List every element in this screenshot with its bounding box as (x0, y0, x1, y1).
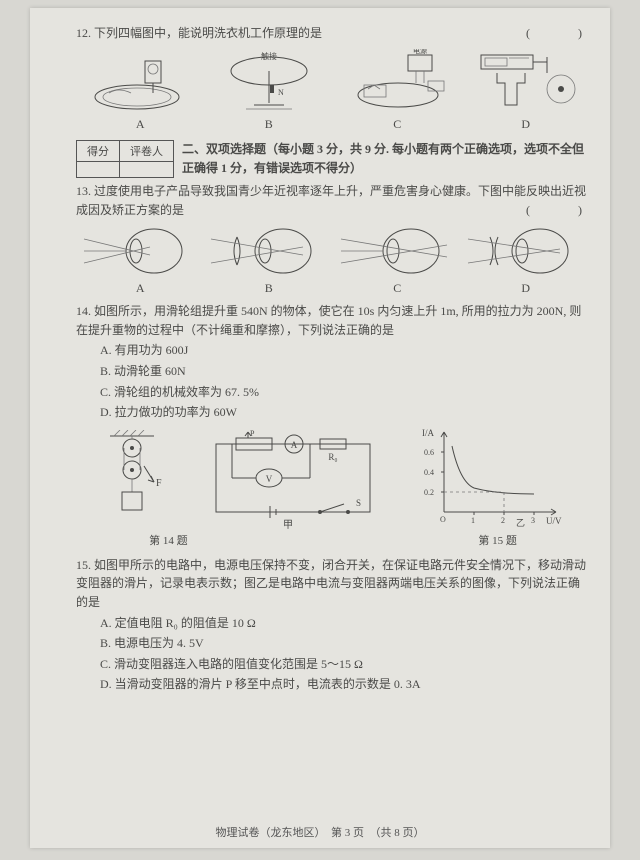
q12-label-b: B (214, 117, 324, 132)
q15-circuit-icon: P A R₀ V S 甲 (198, 430, 388, 530)
q15-opt-b: B. 电源电压为 4. 5V (76, 634, 590, 653)
svg-text:V: V (266, 474, 273, 484)
q14-opt-d: D. 拉力做功的功率为 60W (76, 403, 590, 422)
svg-text:1: 1 (471, 516, 475, 525)
q13-figures (76, 223, 590, 279)
svg-text:P: P (250, 430, 255, 438)
svg-text:触接: 触接 (261, 51, 277, 61)
svg-text:I/A: I/A (422, 428, 434, 438)
svg-text:R₀: R₀ (328, 452, 337, 462)
q13-fig-d (464, 223, 588, 279)
q14-pulley-icon: F (100, 430, 170, 530)
q12-fig-d (467, 47, 585, 115)
q13-text: 13. 过度使用电子产品导致我国青少年近视率逐年上升，严重危害身心健康。下图中能… (76, 184, 586, 217)
svg-text:0.2: 0.2 (424, 488, 434, 497)
score-table: 得分 评卷人 (76, 140, 174, 178)
svg-text:0.4: 0.4 (424, 468, 434, 477)
svg-text:S: S (356, 498, 361, 508)
q12-label-a: A (85, 117, 195, 132)
q14-opt-b: B. 动滑轮重 60N (76, 362, 590, 381)
svg-text:3: 3 (531, 516, 535, 525)
svg-text:0.6: 0.6 (424, 448, 434, 457)
q12-label-c: C (342, 117, 452, 132)
q13-stem: 13. 过度使用电子产品导致我国青少年近视率逐年上升，严重危害身心健康。下图中能… (76, 182, 590, 219)
q14-q15-figures: F P A R₀ V (86, 426, 580, 530)
q13-paren: ( ) (526, 201, 590, 220)
svg-text:A: A (291, 440, 298, 450)
q14-stem: 14. 如图所示，用滑轮组提升重 540N 的物体，使它在 10s 内匀速上升 … (76, 302, 590, 339)
svg-text:电源: 电源 (413, 49, 427, 55)
q13-label-a: A (85, 281, 195, 296)
q13-label-d: D (471, 281, 581, 296)
q14-opt-c: C. 滑轮组的机械效率为 67. 5% (76, 383, 590, 402)
q15-opt-a: A. 定值电阻 R₀ 的阻值是 10 Ω (76, 614, 590, 633)
q13-fig-b (207, 223, 331, 279)
svg-text:2: 2 (501, 516, 505, 525)
q15-graph-icon: I/A U/V 0.2 0.4 0.6 O 1 2 3 乙 (416, 426, 566, 530)
q12-labels: A B C D (76, 117, 590, 132)
q12-fig-c: 电源 (338, 47, 456, 115)
score-head-1: 得分 (77, 140, 120, 161)
q12-figures: 触接 N 电源 (76, 47, 590, 115)
q14-cap-1: 第 14 题 (88, 532, 248, 548)
q14-opt-a: A. 有用功为 600J (76, 341, 590, 360)
q15-opt-c: C. 滑动变阻器连入电路的阻值变化范围是 5～15 Ω (76, 655, 590, 674)
svg-text:U/V: U/V (546, 516, 562, 526)
svg-text:O: O (440, 515, 446, 524)
q13-labels: A B C D (76, 281, 590, 296)
svg-text:N: N (278, 88, 284, 97)
q13-label-b: B (214, 281, 324, 296)
svg-text:乙: 乙 (516, 518, 525, 528)
score-head-2: 评卷人 (120, 140, 174, 161)
exam-page: 12. 下列四幅图中，能说明洗衣机工作原理的是 ( ) 触接 N (30, 8, 610, 848)
q14-captions: 第 14 题 第 15 题 (86, 532, 580, 548)
svg-text:甲: 甲 (283, 520, 293, 530)
page-footer: 物理试卷（龙东地区） 第 3 页 （共 8 页） (30, 824, 610, 840)
q12-label-d: D (471, 117, 581, 132)
q12-text: 12. 下列四幅图中，能说明洗衣机工作原理的是 (76, 26, 322, 40)
q13-fig-a (78, 223, 202, 279)
q15-opt-d: D. 当滑动变阻器的滑片 P 移至中点时，电流表的示数是 0. 3A (76, 675, 590, 694)
q12-fig-b: 触接 N (210, 47, 328, 115)
q13-fig-c (335, 223, 459, 279)
q14-cap-2: 第 15 题 (418, 532, 578, 548)
q12-fig-a (81, 47, 199, 115)
section2-header: 得分 评卷人 二、双项选择题（每小题 3 分，共 9 分. 每小题有两个正确选项… (76, 140, 590, 178)
q15-stem: 15. 如图甲所示的电路中，电源电压保持不变，闭合开关，在保证电路元件安全情况下… (76, 556, 590, 612)
svg-text:F: F (156, 478, 162, 489)
q13-label-c: C (342, 281, 452, 296)
q12-stem: 12. 下列四幅图中，能说明洗衣机工作原理的是 ( ) (76, 24, 590, 43)
q12-paren: ( ) (526, 24, 590, 43)
